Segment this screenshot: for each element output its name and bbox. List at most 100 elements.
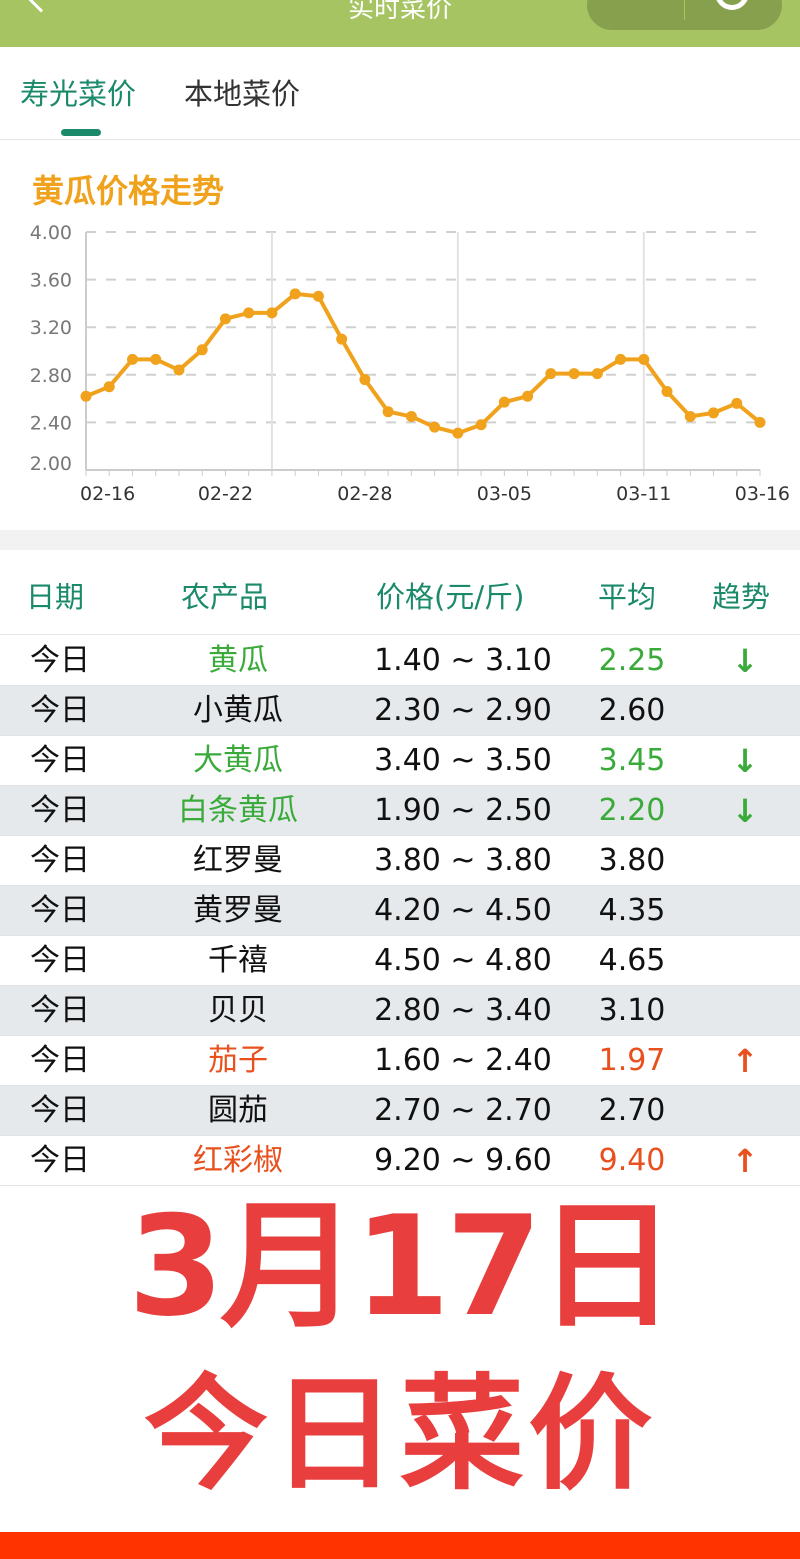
row-price-range: 1.90 ~ 2.50	[374, 793, 552, 828]
row-average: 4.65	[598, 943, 666, 978]
y-tick-label: 2.40	[30, 412, 72, 434]
table-row[interactable]: 今日 千禧 4.50 ~ 4.80 4.65	[0, 936, 800, 986]
row-price-range: 2.80 ~ 3.40	[374, 993, 552, 1028]
divider	[684, 0, 685, 20]
table-row[interactable]: 今日 圆茄 2.70 ~ 2.70 2.70	[0, 1086, 800, 1136]
row-price-range: 2.70 ~ 2.70	[374, 1093, 552, 1128]
more-dots-icon[interactable]: •••	[617, 0, 662, 5]
table-header: 日期 农产品 价格(元/斤) 平均 趋势	[0, 550, 800, 635]
data-point	[80, 390, 92, 402]
row-average: 4.35	[598, 893, 666, 928]
table-row[interactable]: 今日 大黄瓜 3.40 ~ 3.50 3.45 ↓	[0, 736, 800, 786]
data-point	[382, 406, 394, 418]
header-product: 农产品	[181, 580, 269, 614]
row-date: 今日	[30, 843, 90, 878]
tab-bar: 寿光菜价 本地菜价	[0, 47, 800, 140]
data-point	[243, 307, 255, 319]
data-point	[638, 353, 650, 365]
row-date: 今日	[30, 793, 90, 828]
row-average: 2.20	[598, 793, 666, 828]
data-point	[405, 410, 417, 422]
table-row[interactable]: 今日 茄子 1.60 ~ 2.40 1.97 ↑	[0, 1036, 800, 1086]
row-average: 9.40	[598, 1143, 666, 1178]
y-tick-label: 3.60	[30, 270, 72, 292]
data-point	[126, 353, 138, 365]
row-average: 3.80	[598, 843, 666, 878]
row-date: 今日	[30, 693, 90, 728]
data-point	[754, 416, 766, 428]
data-point	[708, 407, 720, 419]
top-bar: 实时菜价 •••	[0, 0, 800, 47]
arrow-down-icon: ↓	[731, 742, 759, 780]
header-date: 日期	[26, 580, 85, 614]
row-average: 3.10	[598, 993, 666, 1028]
tab-shouguang[interactable]: 寿光菜价	[20, 77, 137, 111]
data-point	[661, 385, 673, 397]
data-point	[196, 344, 208, 356]
data-point	[336, 333, 348, 345]
row-product: 贝贝	[208, 993, 268, 1028]
row-price-range: 9.20 ~ 9.60	[374, 1143, 552, 1178]
x-tick-label: 03-11	[616, 483, 671, 505]
row-date: 今日	[30, 1093, 90, 1128]
row-price-range: 3.40 ~ 3.50	[374, 743, 552, 778]
page-title: 实时菜价	[347, 0, 452, 24]
row-date: 今日	[30, 893, 90, 928]
y-tick-label: 2.00	[30, 453, 72, 475]
table-row[interactable]: 今日 红罗曼 3.80 ~ 3.80 3.80	[0, 836, 800, 886]
data-point	[591, 368, 603, 380]
data-point	[615, 353, 627, 365]
header-price: 价格(元/斤)	[376, 580, 525, 614]
header-average: 平均	[598, 580, 657, 614]
table-row[interactable]: 今日 贝贝 2.80 ~ 3.40 3.10	[0, 986, 800, 1036]
row-average: 2.60	[598, 693, 666, 728]
data-point	[429, 421, 441, 433]
row-product: 黄瓜	[208, 643, 268, 678]
row-date: 今日	[30, 943, 90, 978]
data-point	[522, 390, 534, 402]
row-price-range: 4.50 ~ 4.80	[374, 943, 552, 978]
row-price-range: 3.80 ~ 3.80	[374, 843, 552, 878]
arrow-down-icon: ↓	[731, 642, 759, 680]
row-product: 红彩椒	[193, 1143, 283, 1178]
data-point	[731, 397, 743, 409]
data-point	[103, 381, 115, 393]
data-point	[289, 288, 301, 300]
overlay-title: 今日菜价	[142, 1363, 656, 1507]
row-product: 大黄瓜	[193, 743, 283, 778]
tab-local[interactable]: 本地菜价	[184, 77, 301, 111]
row-average: 1.97	[598, 1043, 666, 1078]
row-average: 2.25	[598, 643, 666, 678]
series-line	[85, 291, 762, 436]
table-row[interactable]: 今日 红彩椒 9.20 ~ 9.60 9.40 ↑	[0, 1136, 800, 1186]
x-tick-label: 02-16	[80, 483, 135, 505]
data-point	[219, 313, 231, 325]
x-tick-label: 02-22	[198, 483, 253, 505]
row-date: 今日	[30, 1143, 90, 1178]
data-point	[545, 368, 557, 380]
table-row[interactable]: 今日 白条黄瓜 1.90 ~ 2.50 2.20 ↓	[0, 786, 800, 836]
data-point	[266, 307, 278, 319]
row-date: 今日	[30, 993, 90, 1028]
data-point	[684, 410, 696, 422]
table-row[interactable]: 今日 小黄瓜 2.30 ~ 2.90 2.60	[0, 686, 800, 736]
data-point	[568, 368, 580, 380]
row-product: 白条黄瓜	[178, 793, 298, 828]
table-row[interactable]: 今日 黄瓜 1.40 ~ 3.10 2.25 ↓	[0, 636, 800, 686]
bottom-bar	[0, 1532, 800, 1559]
chart-title: 黄瓜价格走势	[32, 172, 225, 210]
row-price-range: 4.20 ~ 4.50	[374, 893, 552, 928]
row-average: 3.45	[598, 743, 666, 778]
data-point	[452, 427, 464, 439]
row-product: 黄罗曼	[193, 893, 283, 928]
row-price-range: 2.30 ~ 2.90	[374, 693, 552, 728]
row-product: 小黄瓜	[193, 693, 283, 728]
target-icon[interactable]	[715, 0, 749, 10]
row-date: 今日	[30, 643, 90, 678]
x-tick-label: 03-16	[735, 483, 790, 505]
table-row[interactable]: 今日 黄罗曼 4.20 ~ 4.50 4.35	[0, 886, 800, 936]
arrow-down-icon: ↓	[731, 792, 759, 830]
y-tick-label: 4.00	[30, 222, 72, 244]
data-point	[150, 353, 162, 365]
price-trend-chart: 2.00 2.40 2.80 3.20 3.60 4.00 02-16 02-22 02-28 0…	[30, 222, 790, 505]
